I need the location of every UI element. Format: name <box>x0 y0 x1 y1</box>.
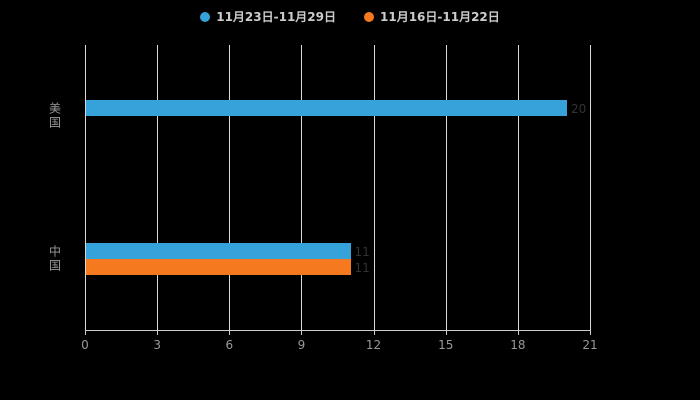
gridline <box>517 45 519 330</box>
bar-series-1[interactable] <box>86 258 351 275</box>
x-axis-tick <box>85 330 86 335</box>
gridline <box>229 45 231 330</box>
x-axis-tick <box>373 330 375 335</box>
x-tick-label: 3 <box>153 338 161 352</box>
legend-item-nov23-nov29[interactable]: 11月23日-11月29日 <box>200 8 336 25</box>
x-tick-label: 6 <box>225 338 234 352</box>
gridline <box>157 45 159 330</box>
x-axis-tick <box>590 330 591 335</box>
gridline <box>85 45 86 330</box>
y-category-label: 中国 <box>47 244 62 273</box>
bar-series-0[interactable] <box>86 100 567 117</box>
x-tick-label: 0 <box>81 338 89 352</box>
gridline <box>301 45 303 330</box>
bar-value-label: 20 <box>570 102 587 117</box>
legend: 11月23日-11月29日 11月16日-11月22日 <box>0 8 700 25</box>
x-axis-tick <box>517 330 519 335</box>
x-axis-line <box>85 330 591 331</box>
x-axis-tick <box>157 330 159 335</box>
x-axis-tick <box>445 330 447 335</box>
bar-value-label: 11 <box>354 244 370 259</box>
x-tick-label: 9 <box>297 338 306 352</box>
x-axis-tick <box>301 330 303 335</box>
x-tick-label: 12 <box>365 338 382 352</box>
legend-circle-marker-icon <box>364 11 374 22</box>
x-axis-tick <box>229 330 231 335</box>
legend-label-nov16-nov22: 11月16日-11月22日 <box>380 10 500 24</box>
legend-circle-marker-icon <box>200 11 211 22</box>
x-tick-label: 21 <box>582 338 598 352</box>
gridline <box>373 45 375 330</box>
bar-value-label: 11 <box>354 260 370 275</box>
y-category-label: 美国 <box>47 102 62 131</box>
gridline <box>445 45 447 330</box>
legend-label-nov23-nov29: 11月23日-11月29日 <box>216 10 336 24</box>
gridline <box>590 45 591 330</box>
bar-series-0[interactable] <box>86 242 351 259</box>
x-tick-label: 15 <box>438 338 454 352</box>
x-tick-label: 18 <box>510 338 526 352</box>
legend-item-nov16-nov22[interactable]: 11月16日-11月22日 <box>364 8 500 25</box>
